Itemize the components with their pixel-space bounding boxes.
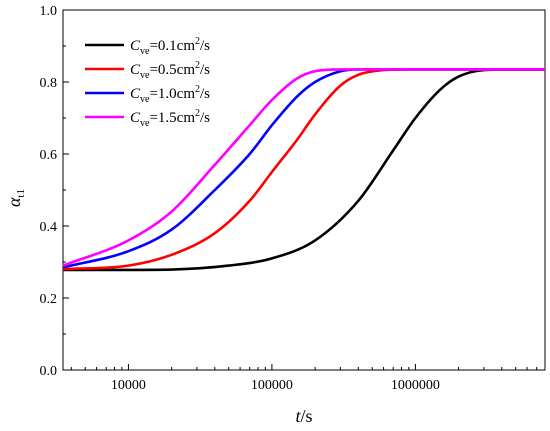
y-tick-label: 1.0 xyxy=(40,4,58,19)
legend-sub: ve xyxy=(140,94,150,105)
legend-label-1: Cve=0.5cm2/s xyxy=(130,60,210,81)
x-axis-label: t/s xyxy=(295,406,312,426)
legend-tail: /s xyxy=(200,62,210,78)
legend-tail: /s xyxy=(200,38,210,54)
x-tick-label: 100000 xyxy=(251,378,293,393)
legend-sub: ve xyxy=(140,46,150,57)
legend-var: C xyxy=(130,62,141,78)
legend-sup: 2 xyxy=(195,84,200,95)
y-tick-label: 0.0 xyxy=(40,364,58,379)
minor-ticks xyxy=(63,45,546,370)
legend-var: C xyxy=(130,86,141,102)
y-axis-label: αt1 xyxy=(4,189,27,207)
legend-tail: /s xyxy=(200,110,210,126)
x-axis-label-var: t xyxy=(295,406,301,426)
legend-sup: 2 xyxy=(195,36,200,47)
legend-var: C xyxy=(130,38,141,54)
legend-eq: =1.5cm xyxy=(149,110,195,126)
y-tick-label: 0.8 xyxy=(40,76,58,91)
legend-tail: /s xyxy=(200,86,210,102)
y-tick-label: 0.4 xyxy=(40,220,58,235)
legend-eq: =0.1cm xyxy=(149,38,195,54)
y-axis-label-sub: t1 xyxy=(15,189,27,198)
tick-labels: 0.0 0.2 0.4 0.6 0.8 1.0 10000 100000 1000000 xyxy=(40,4,440,393)
x-tick-label: 1000000 xyxy=(391,378,440,393)
y-axis-label-var: α xyxy=(4,197,24,207)
legend-sup: 2 xyxy=(195,108,200,119)
series-line-3 xyxy=(62,68,545,267)
legend-label-0: Cve=0.1cm2/s xyxy=(130,36,210,57)
legend: Cve=0.1cm2/sCve=0.5cm2/sCve=1.0cm2/sCve=… xyxy=(85,36,210,129)
y-tick-label: 0.6 xyxy=(40,148,58,163)
x-tick-label: 10000 xyxy=(111,378,146,393)
series-lines xyxy=(62,68,545,272)
legend-eq: =0.5cm xyxy=(149,62,195,78)
legend-eq: =1.0cm xyxy=(149,86,195,102)
legend-sub: ve xyxy=(140,70,150,81)
major-ticks xyxy=(63,9,416,371)
legend-var: C xyxy=(130,110,141,126)
y-tick-label: 0.2 xyxy=(40,292,58,307)
legend-sup: 2 xyxy=(195,60,200,71)
legend-label-3: Cve=1.5cm2/s xyxy=(130,108,210,129)
legend-sub: ve xyxy=(140,118,150,129)
legend-label-2: Cve=1.0cm2/s xyxy=(130,84,210,105)
x-axis-label-unit: /s xyxy=(301,406,313,426)
